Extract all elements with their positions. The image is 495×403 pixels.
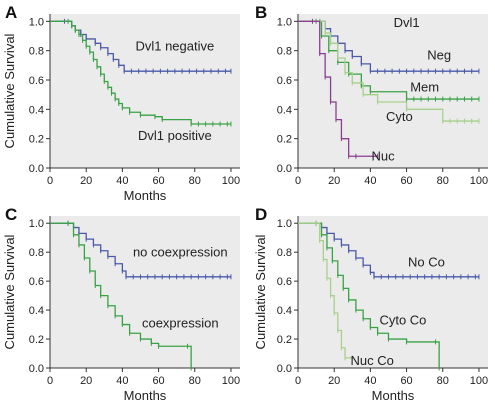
- y-tick-label: 0.0: [29, 163, 44, 175]
- x-tick-label: 0: [295, 375, 301, 387]
- x-tick-label: 40: [116, 375, 128, 387]
- curve-annotation: no coexpression: [133, 245, 228, 260]
- x-tick-label: 60: [400, 375, 412, 387]
- x-tick-label: 100: [222, 175, 240, 187]
- panel-B: B 0.0 0.2 0.4 0.6 0.8 1.0 0 20 40 60 80 100 Dvl1 Neg Me…: [255, 3, 488, 187]
- y-tick-label: 0.6: [277, 276, 292, 288]
- curve-annotation: Dvl1 negative: [135, 39, 214, 54]
- x-tick-label: 40: [364, 375, 376, 387]
- y-tick-label: 0.4: [29, 104, 44, 116]
- x-tick-label: 40: [116, 175, 128, 187]
- x-tick-label: 80: [437, 375, 449, 387]
- plot-area: [50, 216, 240, 368]
- x-tick-label: 80: [189, 375, 201, 387]
- x-tick-label: 60: [152, 375, 164, 387]
- y-tick-label: 0.2: [29, 134, 44, 146]
- x-tick-label: 20: [328, 375, 340, 387]
- x-tick-label: 100: [470, 175, 488, 187]
- panel-letter: A: [5, 3, 17, 22]
- curve-annotation: Nuc: [371, 149, 395, 164]
- survival-curve-D-1: [298, 222, 440, 368]
- plot-area: [298, 216, 488, 368]
- x-axis-label: Months: [372, 388, 415, 403]
- y-tick-label: 0.2: [29, 334, 44, 346]
- y-tick-label: 1.0: [277, 16, 292, 28]
- panel-letter: D: [255, 205, 267, 224]
- y-tick-label: 0.6: [29, 75, 44, 87]
- curve-annotation: Nuc Co: [351, 353, 394, 368]
- x-axis-label: Months: [124, 188, 167, 203]
- curve-annotation: Cyto Co: [379, 313, 426, 328]
- curve-annotation: Dvl1 positive: [138, 128, 212, 143]
- survival-curve-B-3: [298, 20, 378, 157]
- y-tick-label: 0.6: [29, 276, 44, 288]
- y-tick-label: 0.8: [29, 46, 44, 58]
- curve-annotation: Dvl1: [394, 15, 420, 30]
- y-tick-label: 0.4: [29, 305, 44, 317]
- x-tick-label: 100: [222, 375, 240, 387]
- y-tick-label: 0.4: [277, 104, 292, 116]
- x-tick-label: 0: [47, 175, 53, 187]
- x-tick-label: 20: [328, 175, 340, 187]
- y-tick-label: 0.8: [29, 247, 44, 259]
- x-tick-label: 0: [47, 375, 53, 387]
- x-axis-label: Months: [124, 388, 167, 403]
- x-tick-label: 40: [364, 175, 376, 187]
- y-tick-label: 0.8: [277, 46, 292, 58]
- y-tick-label: 1.0: [277, 218, 292, 230]
- curve-annotation: Mem: [410, 80, 439, 95]
- x-tick-label: 60: [400, 175, 412, 187]
- y-tick-label: 0.0: [29, 363, 44, 375]
- panel-letter: C: [5, 205, 17, 224]
- y-axis-label: Cumulative Survival: [253, 234, 268, 349]
- panel-A: A 0.0 0.2 0.4 0.6 0.8 1.0 0 20 40 60 80 100 Months Cum…: [2, 3, 240, 203]
- plot-area: [298, 14, 488, 168]
- plot-area: [50, 14, 240, 168]
- survival-curve-B-1: [298, 20, 479, 100]
- curve-annotation: Neg: [427, 47, 451, 62]
- x-tick-label: 0: [295, 175, 301, 187]
- y-tick-label: 1.0: [29, 16, 44, 28]
- x-tick-label: 100: [470, 375, 488, 387]
- y-tick-label: 0.8: [277, 247, 292, 259]
- curve-annotation: No Co: [408, 255, 445, 270]
- x-tick-label: 20: [80, 375, 92, 387]
- x-tick-label: 80: [437, 175, 449, 187]
- y-tick-label: 0.0: [277, 163, 292, 175]
- y-axis-label: Cumulative Survival: [2, 234, 17, 349]
- y-axis-label: Cumulative Survival: [2, 33, 17, 148]
- curve-annotation: coexpression: [142, 315, 219, 330]
- panel-C: C 0.0 0.2 0.4 0.6 0.8 1.0 0 20 40 60 80 100 Months Cum…: [2, 205, 240, 403]
- y-tick-label: 0.2: [277, 134, 292, 146]
- y-tick-label: 0.0: [277, 363, 292, 375]
- curve-annotation: Cyto: [386, 109, 413, 124]
- x-tick-label: 20: [80, 175, 92, 187]
- y-tick-label: 0.6: [277, 75, 292, 87]
- y-tick-label: 1.0: [29, 218, 44, 230]
- panel-letter: B: [255, 3, 267, 22]
- x-tick-label: 60: [152, 175, 164, 187]
- x-tick-label: 80: [189, 175, 201, 187]
- y-tick-label: 0.4: [277, 305, 292, 317]
- panel-D: D 0.0 0.2 0.4 0.6 0.8 1.0 0 20 40 60 80 100 Months Cum…: [253, 205, 488, 403]
- y-tick-label: 0.2: [277, 334, 292, 346]
